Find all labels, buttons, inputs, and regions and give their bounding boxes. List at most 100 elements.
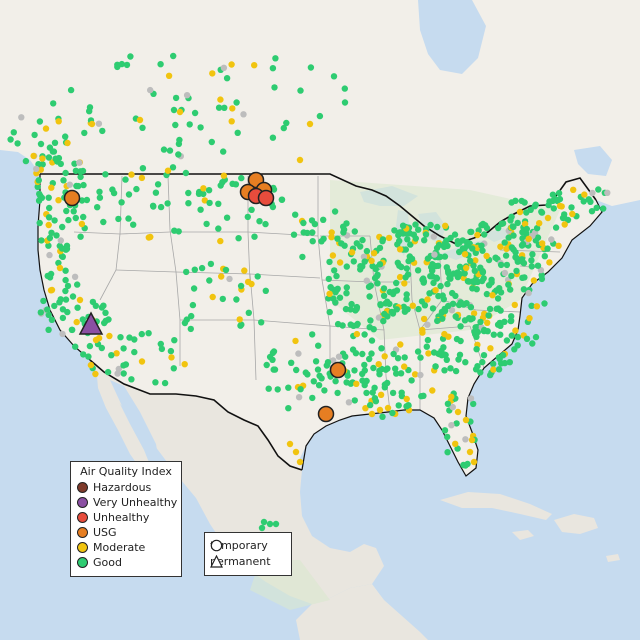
monitor-marker [474,231,481,239]
monitor-marker [361,331,368,338]
monitor-marker [375,361,382,368]
monitor-marker [561,221,568,228]
monitor-marker [402,274,409,281]
monitor-marker [552,224,560,231]
monitor-marker [59,223,66,231]
monitor-marker [366,324,373,331]
monitor-marker [157,60,164,68]
monitor-marker [296,156,304,164]
aqi-legend-title: Air Quality Index [80,465,172,478]
monitor-marker [544,214,552,222]
monitor-marker [493,305,500,312]
monitor-marker [351,397,358,404]
monitor-marker [158,345,166,353]
monitor-marker [534,234,542,241]
monitor-marker [332,378,339,385]
monitor-marker [326,308,333,316]
monitor-marker [152,189,160,196]
monitor-marker [171,337,178,344]
monitor-marker [393,306,400,313]
monitor-marker [473,346,480,353]
monitor-marker [497,261,505,269]
monitor-marker [380,317,387,325]
monitor-marker [389,409,396,417]
monitor-marker [118,60,126,68]
monitor-marker [437,253,444,261]
monitor-marker [326,258,333,266]
monitor-marker [333,272,340,280]
monitor-marker [395,232,402,239]
monitor-marker [228,61,235,68]
state-border-line [115,269,177,273]
monitor-marker [420,315,428,323]
monitor-marker [470,310,478,317]
monitor-marker [296,458,304,466]
hazardous-swatch-icon [77,482,88,493]
circle-icon [210,539,223,552]
monitor-marker [408,377,415,384]
monitor-marker [361,381,368,389]
monitor-marker [465,278,473,285]
monitor-marker [172,94,180,102]
monitor-marker [448,307,456,314]
monitor-marker [347,321,354,328]
monitor-marker [376,261,384,268]
monitor-markers [7,52,611,532]
monitor-marker [533,303,541,310]
monitor-marker [189,301,197,309]
monitor-marker [441,367,448,374]
monitor-marker [175,228,182,235]
monitor-marker [271,84,278,91]
monitor-marker [403,291,410,298]
monitor-marker [262,220,269,228]
monitor-marker [444,400,452,407]
monitor-marker [380,285,388,292]
monitor-marker [302,369,309,376]
monitor-marker [198,264,206,272]
monitor-marker [228,118,235,125]
monitor-marker [428,263,435,271]
monitor-marker [453,420,460,427]
monitor-marker [254,273,261,280]
monitor-marker [310,378,317,385]
monitor-marker [503,245,510,252]
legend-item-temporary: temporary [210,539,268,553]
monitor-marker [45,242,52,249]
monitor-marker [232,181,240,188]
monitor-marker [343,263,350,270]
monitor-marker [72,343,79,350]
monitor-marker [263,361,270,369]
monitor-marker [68,326,76,333]
monitor-marker [165,72,173,80]
monitor-marker [215,200,222,207]
state-border-line [167,175,177,273]
monitor-marker [217,182,224,189]
monitor-marker [325,275,332,283]
monitor-marker [442,222,449,229]
monitor-marker [441,351,448,358]
monitor-marker [532,333,540,341]
monitor-marker [508,244,516,251]
monitor-marker [149,202,157,209]
monitor-marker [191,266,198,273]
monitor-marker [519,235,526,242]
monitor-marker [315,382,323,389]
monitor-marker [79,316,87,323]
monitor-marker [403,295,410,303]
monitor-marker [377,391,385,398]
monitor-marker [499,352,507,359]
monitor-marker [312,358,320,365]
legend-label: USG [93,526,117,539]
monitor-marker [488,279,495,286]
monitor-marker [117,334,124,341]
monitor-marker [341,85,348,92]
monitor-marker [274,386,281,393]
monitor-marker [495,366,503,373]
monitor-marker [412,235,419,242]
monitor-marker [430,279,437,287]
monitor-marker [452,367,460,375]
monitor-marker [45,221,52,229]
monitor-marker [334,389,341,397]
monitor-marker [64,282,72,290]
monitor-marker [473,286,480,293]
